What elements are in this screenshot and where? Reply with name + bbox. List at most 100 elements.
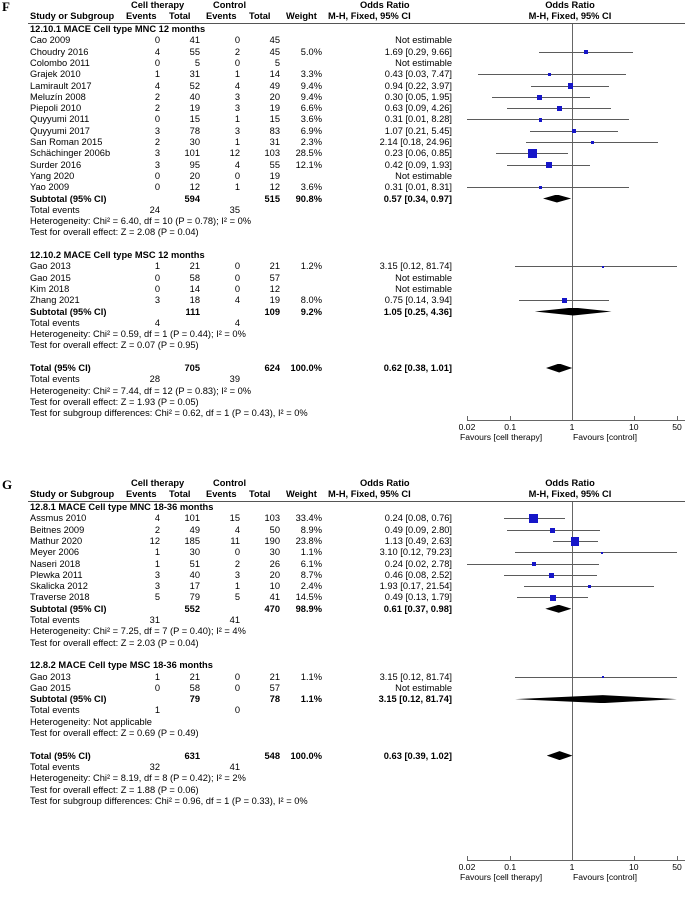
row-study-label: Assmus 2010 <box>30 513 87 524</box>
axis-line <box>467 860 685 861</box>
null-effect-line <box>572 24 573 420</box>
row-cell-wt: 6.9% <box>300 125 322 136</box>
row-cell-to2: 31 <box>269 137 280 147</box>
row-cell-wt: 14.5% <box>295 592 322 603</box>
row-cell-to2: 548 <box>264 750 280 761</box>
effect-marker <box>538 118 543 122</box>
effect-marker <box>601 551 604 554</box>
heterogeneity-line: Heterogeneity: Chi² = 7.25, df = 7 (P = … <box>30 626 246 637</box>
total-events-control: 39 <box>229 374 240 385</box>
header-total-2: Total <box>249 11 271 21</box>
subgroup-heading: 12.10.1 MACE Cell type MNC 12 months <box>30 24 206 34</box>
axis-tick <box>510 416 512 420</box>
header-weight: Weight <box>286 11 317 21</box>
row-cell-ev2: 3 <box>234 125 240 136</box>
favours-cell-therapy-label: Favours [cell therapy] <box>460 872 543 882</box>
total-events-control: 4 <box>234 317 240 328</box>
table-row: Traverse 2018 5 79 5 41 14.5% 0.49 [0.13, 1.79… <box>0 592 455 603</box>
subtotal-diamond <box>515 695 677 704</box>
subtotal-diamond <box>534 307 612 316</box>
row-cell-ev1: 0 <box>154 57 160 68</box>
row-cell-or: Not estimable <box>395 682 452 693</box>
favours-cell-therapy-label: Favours [cell therapy] <box>460 432 543 442</box>
row-cell-ev2: 0 <box>234 671 240 682</box>
row-cell-to1: 51 <box>189 558 200 569</box>
row-cell-ev2: 0 <box>234 57 240 68</box>
favours-control-label: Favours [control] <box>573 432 637 442</box>
row-cell-to2: 5 <box>274 57 280 68</box>
row-cell-ev1: 3 <box>154 581 160 592</box>
row-cell-ev2: 12 <box>229 148 240 159</box>
row-cell-wt: 5.0% <box>300 46 322 57</box>
row-cell-to2: 57 <box>269 272 280 283</box>
table-row: Kim 2018 0 14 0 12 Not estimable <box>0 284 455 295</box>
row-cell-to1: 20 <box>189 170 200 181</box>
table-row: Assmus 2010 4 101 15 103 33.4% 0.24 [0.08, 0.7… <box>0 513 455 524</box>
row-cell-ev2: 0 <box>234 35 240 46</box>
row-cell-ev2: 2 <box>234 558 240 569</box>
row-cell-to1: 21 <box>189 671 200 682</box>
table-row: Total (95% CI) 705 624 100.0% 0.62 [0.38, 1.… <box>0 363 455 374</box>
row-cell-to2: 10 <box>269 581 280 592</box>
total-events-row: Total events 32 41 <box>0 762 455 773</box>
row-cell-or: 3.15 [0.12, 81.74] <box>379 261 452 272</box>
header-total-1: Total <box>169 11 191 21</box>
favours-control-label: Favours [control] <box>573 872 637 882</box>
row-cell-to2: 12 <box>269 182 280 193</box>
row-cell-to2: 30 <box>269 547 280 558</box>
total-events-row: Total events 1 0 <box>0 705 455 716</box>
subgroup-difference-line: Test for subgroup differences: Chi² = 0.… <box>30 795 308 806</box>
row-cell-ev1: 4 <box>154 513 160 524</box>
total-events-row: Total events 24 35 <box>0 205 455 216</box>
row-cell-ev2: 4 <box>234 80 240 91</box>
row-cell-ev2: 1 <box>234 137 240 147</box>
total-events-row: Total events 4 4 <box>0 318 455 329</box>
row-study-label: Yang 2020 <box>30 170 75 181</box>
confidence-interval-line <box>467 119 629 121</box>
row-cell-or: 0.24 [0.02, 2.78] <box>384 558 452 569</box>
row-cell-ev1: 3 <box>154 148 160 159</box>
plot-subtitle: M-H, Fixed, 95% CI <box>528 11 612 21</box>
row-cell-wt: 8.0% <box>300 295 322 306</box>
row-study-label: Gao 2015 <box>30 272 71 283</box>
row-study-label: Gao 2015 <box>30 682 71 693</box>
row-cell-ev1: 4 <box>154 46 160 57</box>
row-cell-ev1: 3 <box>154 295 160 306</box>
row-cell-to1: 631 <box>184 750 200 761</box>
row-cell-or: 1.05 [0.25, 4.36] <box>383 306 452 317</box>
header-total-2: Total <box>249 489 271 499</box>
row-cell-wt: 12.1% <box>295 159 322 170</box>
header-events-2: Events <box>206 11 237 21</box>
total-events-label: Total events <box>30 204 80 215</box>
row-cell-or: 0.23 [0.06, 0.85] <box>384 148 452 159</box>
header-control: Control <box>213 0 247 10</box>
overall-effect-line: Test for overall effect: Z = 0.07 (P = 0… <box>30 340 199 351</box>
row-study-label: Grajek 2010 <box>30 69 81 80</box>
row-study-label: Meluzín 2008 <box>30 91 86 102</box>
overall-effect-line-total: Test for overall effect: Z = 1.88 (P = 0… <box>30 784 199 795</box>
row-cell-to2: 470 <box>264 603 280 614</box>
row-cell-to2: 49 <box>269 80 280 91</box>
table-header-columns: Study or Subgroup Events Total Events Total W… <box>0 489 455 501</box>
confidence-interval-line <box>515 266 677 268</box>
row-cell-to1: 12 <box>189 182 200 193</box>
row-cell-or: Not estimable <box>395 57 452 68</box>
row-cell-to2: 57 <box>269 682 280 693</box>
axis-tick-label: 0.1 <box>504 422 517 432</box>
row-cell-to1: 15 <box>189 114 200 125</box>
subgroup-difference-line: Test for subgroup differences: Chi² = 0.… <box>30 408 308 419</box>
row-cell-to1: 40 <box>189 91 200 102</box>
confidence-interval-line <box>515 552 677 554</box>
header-control: Control <box>213 478 247 488</box>
row-cell-ev1: 1 <box>154 558 160 569</box>
total-events-label: Total events <box>30 317 80 328</box>
effect-marker <box>584 50 588 54</box>
row-study-label: Colombo 2011 <box>30 57 90 68</box>
row-cell-ev2: 0 <box>234 283 240 294</box>
effect-marker <box>571 537 580 546</box>
row-study-label: Skalicka 2012 <box>30 581 88 592</box>
table-header-rule <box>28 501 455 502</box>
plot-header-rule <box>455 23 685 24</box>
axis-tick <box>633 856 635 860</box>
header-events-1: Events <box>126 11 157 21</box>
